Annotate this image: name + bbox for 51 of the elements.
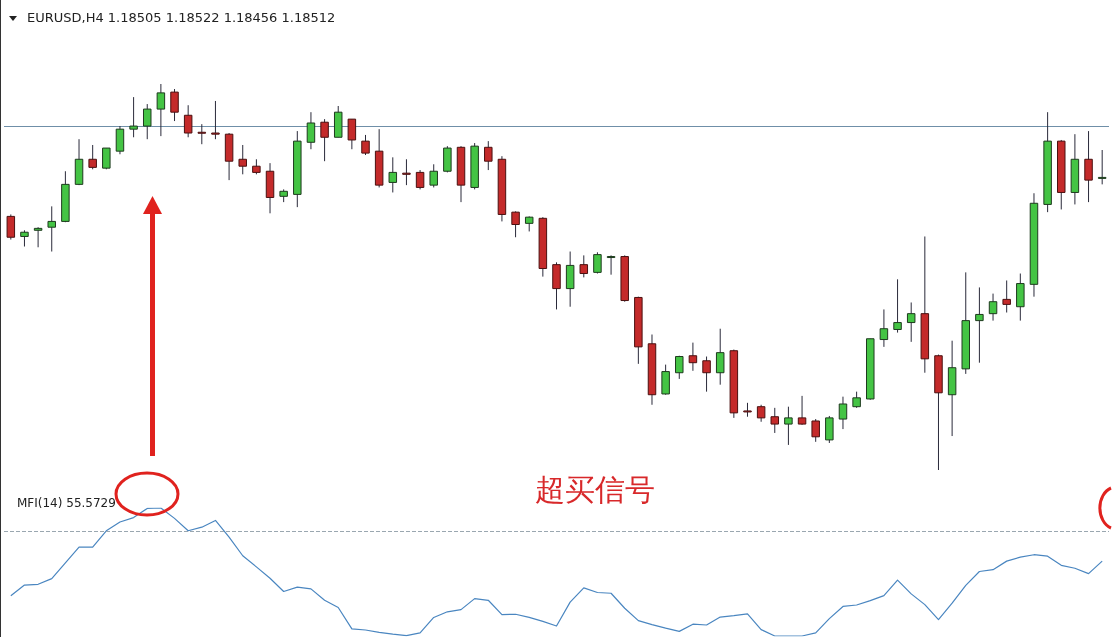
candlestick (429, 163, 438, 188)
candlestick (702, 356, 711, 393)
candlestick (183, 104, 193, 138)
candlestick (715, 328, 725, 386)
candlestick (156, 83, 166, 137)
candlestick (6, 213, 16, 241)
candlestick (906, 301, 916, 343)
candlestick (33, 226, 43, 248)
candlestick (388, 156, 398, 193)
candlestick (606, 254, 616, 276)
candlestick (238, 144, 247, 175)
candlestick (661, 364, 670, 396)
candlestick (784, 406, 793, 446)
candlestick (1097, 149, 1107, 185)
candlestick (511, 210, 520, 238)
candlestick (893, 278, 902, 334)
candlestick (770, 407, 780, 434)
candlestick (879, 308, 889, 348)
candlestick (825, 415, 834, 444)
candlestick (197, 123, 207, 145)
candlestick (797, 395, 807, 426)
candlestick (361, 134, 370, 156)
candlestick (129, 96, 138, 138)
candlestick (47, 205, 56, 253)
candlestick (579, 254, 589, 278)
candlestick (142, 103, 152, 140)
text: 超买信号 (535, 471, 655, 507)
candlestick (402, 158, 411, 186)
candlestick (211, 100, 220, 140)
candlestick (1002, 279, 1011, 314)
chart-title: EURUSD,H4 1.18505 1.18522 1.18456 1.18512 (27, 10, 336, 25)
chart-title: MFI(14) 55.5729 (17, 496, 116, 510)
candlestick (1016, 273, 1025, 322)
candlestick (552, 261, 561, 310)
candlestick (347, 118, 357, 150)
candlestick (1084, 130, 1093, 203)
candlestick (320, 118, 329, 162)
candlestick (593, 251, 602, 275)
candlestick (838, 396, 848, 430)
candlestick (565, 251, 575, 308)
candlestick (811, 418, 820, 443)
candlestick (306, 111, 316, 150)
candlestick (170, 88, 179, 122)
candlestick (443, 145, 452, 173)
candlestick (415, 169, 425, 190)
candlestick (688, 342, 698, 372)
candlestick (115, 125, 125, 155)
candlestick (988, 293, 998, 322)
candlestick (975, 286, 984, 364)
candlestick (88, 144, 97, 170)
candlestick (484, 140, 493, 171)
